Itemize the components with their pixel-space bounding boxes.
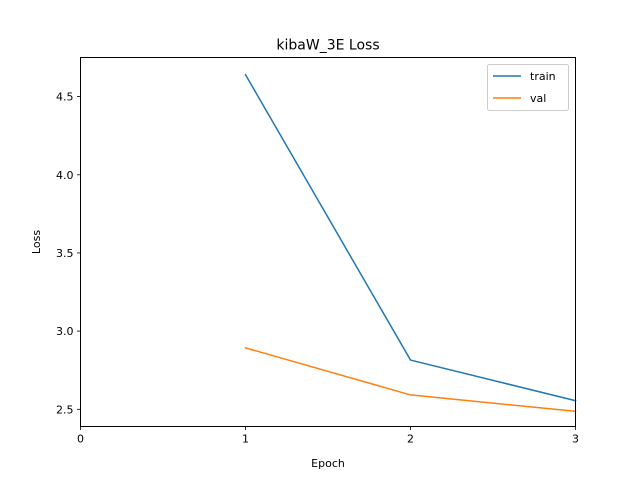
y-tick-label-4.5: 4.5	[56, 91, 74, 104]
legend-label-val: val	[530, 92, 546, 105]
series-layer	[244, 73, 577, 413]
x-tick-label-2: 2	[407, 433, 414, 446]
y-tick-label-2.5: 2.5	[56, 403, 74, 416]
series-line-val	[244, 346, 577, 413]
x-axis-label: Epoch	[311, 457, 345, 470]
legend-label-train: train	[530, 70, 556, 83]
x-tick-label-3: 3	[572, 433, 579, 446]
legend: train val	[487, 64, 569, 111]
plot-frame	[80, 57, 576, 427]
y-tick-label-3.5: 3.5	[56, 247, 74, 260]
y-tick-label-3.0: 3.0	[56, 325, 74, 338]
x-tick-label-0: 0	[77, 433, 84, 446]
y-tick-label-4.0: 4.0	[56, 169, 74, 182]
ticks-layer: 0 1 2 3 2.5 3.0 3.5 4.0 4.5	[56, 91, 579, 446]
y-axis-label: Loss	[30, 230, 43, 254]
series-line-train	[244, 73, 577, 402]
legend-box	[487, 64, 569, 111]
chart-title: kibaW_3E Loss	[276, 38, 379, 54]
x-tick-label-1: 1	[242, 433, 249, 446]
